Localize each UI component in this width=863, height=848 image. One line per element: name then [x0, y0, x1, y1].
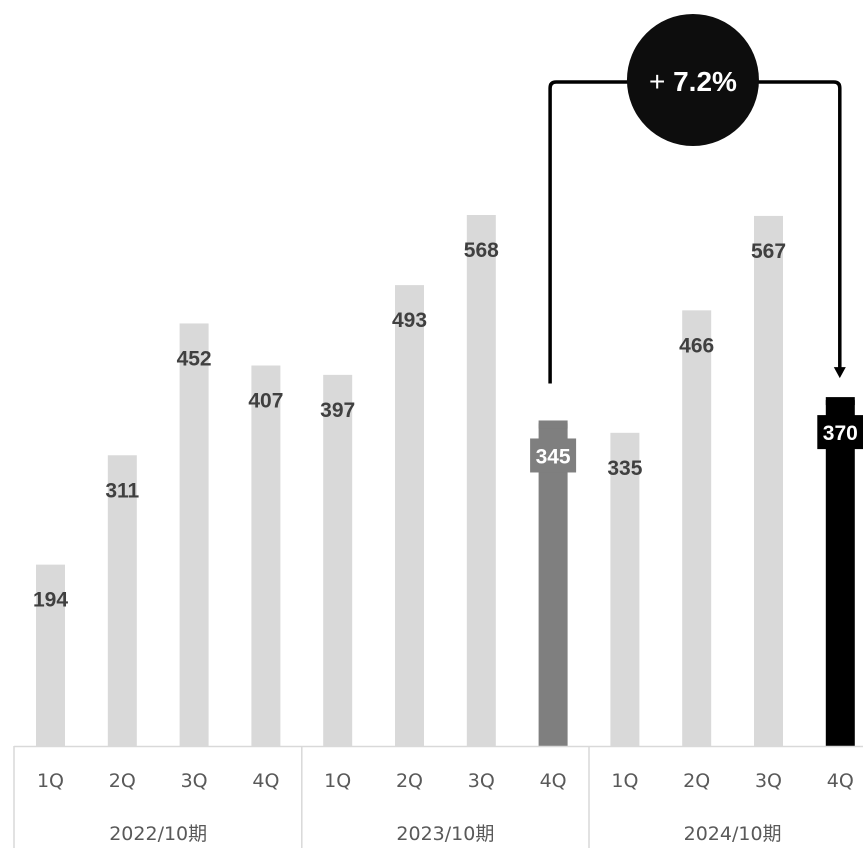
bar-value-label: 397	[320, 399, 355, 422]
x-tick-label: 2Q	[396, 770, 423, 792]
bar-value-label: 407	[248, 390, 283, 413]
growth-annotation: + 7.2%	[548, 14, 846, 384]
bar-7	[466, 215, 496, 746]
x-group-label: 2023/10期	[396, 823, 494, 845]
x-tick-label: 2Q	[683, 770, 710, 792]
bar-3	[179, 323, 209, 746]
bar-value-label: 370	[823, 422, 858, 445]
bar-label-box-cap	[825, 397, 855, 406]
bar-value-label: 335	[607, 457, 642, 480]
bar-2	[107, 455, 137, 746]
bar-label-box-cap	[538, 420, 568, 429]
bar-label-box	[530, 438, 577, 473]
x-group-label: 2024/10期	[684, 823, 782, 845]
bar-value-label: 493	[392, 309, 427, 332]
bar-8	[538, 423, 568, 746]
bar-9	[610, 432, 640, 746]
growth-badge	[626, 14, 759, 146]
bar-10	[682, 310, 712, 746]
bars-layer: 194 311 452 407 397 493 568 345 335 466 567 370	[33, 215, 863, 746]
x-tick-label: 4Q	[540, 770, 567, 792]
bar-11	[754, 215, 783, 746]
category-axis: 1Q 2Q 3Q 4Q 1Q 2Q 3Q 4Q 1Q 2Q 3Q 4Q 2022/10期 2023/10期…	[13, 745, 863, 848]
bar-5	[323, 374, 353, 746]
x-tick-label: 1Q	[37, 770, 64, 792]
bar-value-label: 466	[679, 334, 714, 357]
bar-value-label: 452	[177, 347, 212, 370]
x-tick-label: 3Q	[755, 770, 782, 792]
bar-6	[395, 285, 424, 746]
growth-badge-text: + 7.2%	[649, 66, 737, 97]
x-tick-label: 4Q	[827, 770, 854, 792]
x-group-label: 2022/10期	[109, 823, 207, 845]
x-tick-label: 3Q	[468, 770, 495, 792]
arrow-head	[833, 367, 846, 379]
bar-12	[825, 400, 855, 746]
bar-value-label: 568	[464, 239, 499, 262]
x-tick-label: 4Q	[252, 770, 279, 792]
bar-value-label: 567	[751, 240, 786, 263]
x-tick-label: 1Q	[611, 770, 638, 792]
bar-label-box	[817, 415, 863, 450]
x-tick-label: 3Q	[181, 770, 208, 792]
x-tick-label: 1Q	[324, 770, 351, 792]
bar-value-label: 311	[105, 479, 139, 502]
x-tick-label: 2Q	[109, 770, 136, 792]
bar-value-label: 345	[536, 445, 571, 468]
bar-4	[251, 365, 281, 746]
bar-1	[36, 564, 65, 746]
bar-value-label: 194	[33, 589, 68, 612]
